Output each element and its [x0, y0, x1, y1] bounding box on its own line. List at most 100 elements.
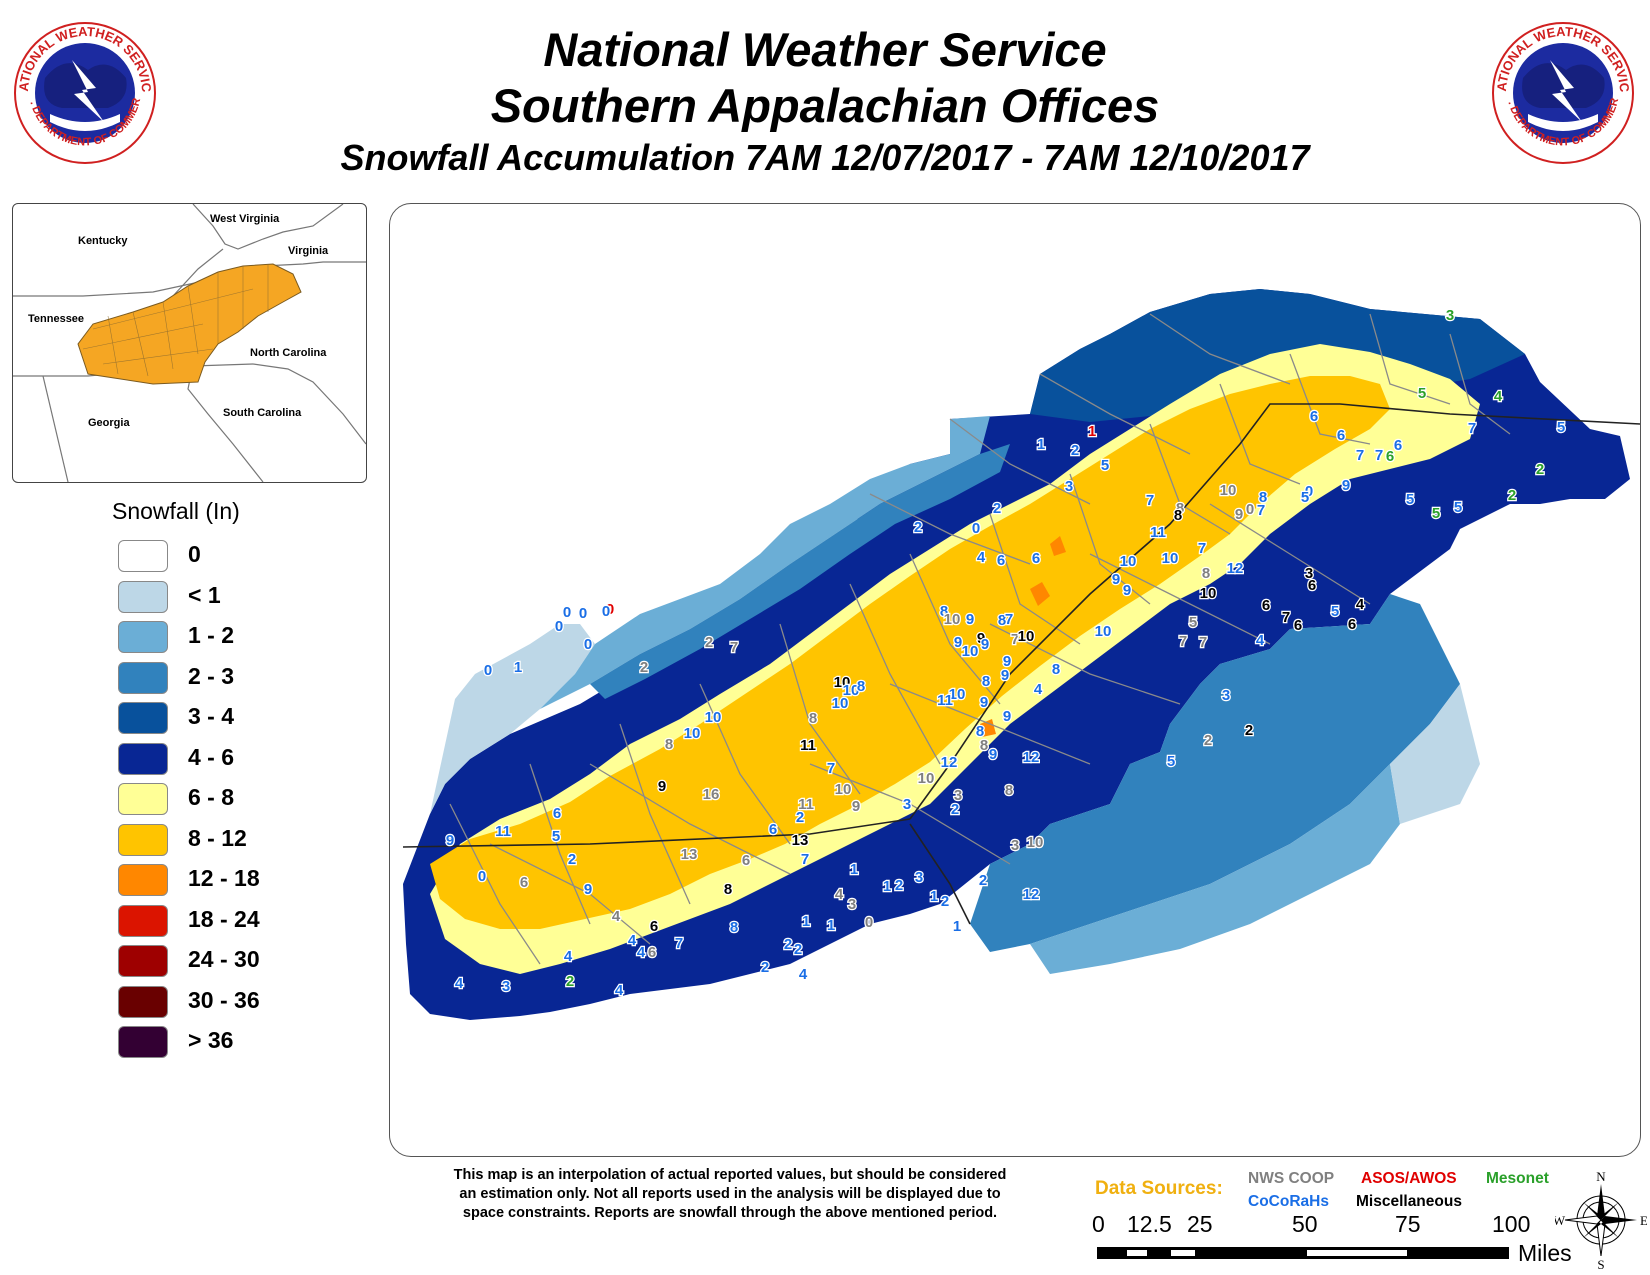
snowfall-report: 10	[684, 725, 701, 742]
snowfall-report: 2	[914, 519, 922, 536]
region-12-18-in	[1030, 582, 1050, 606]
snowfall-report: 8	[1202, 565, 1210, 582]
snowfall-report: 4	[799, 966, 808, 983]
snowfall-report: 13	[681, 846, 698, 863]
snowfall-report: 1	[514, 659, 522, 676]
snowfall-report: 1	[930, 888, 938, 905]
title-line-1: National Weather Service	[543, 23, 1107, 76]
snowfall-report: 4	[612, 908, 621, 925]
snowfall-report: 8	[980, 737, 988, 754]
snowfall-report: 4	[977, 549, 986, 566]
snowfall-report: 9	[1342, 477, 1350, 494]
region-12-18-in-b	[980, 719, 996, 737]
region-lt1-in	[430, 624, 595, 814]
snowfall-report: 10	[949, 686, 966, 703]
snowfall-report: 3	[954, 787, 962, 804]
snowfall-report: 10	[1200, 585, 1217, 602]
snowfall-report: 8	[976, 723, 984, 740]
snowfall-report: 9	[1112, 571, 1120, 588]
snowfall-report: 10	[1220, 482, 1237, 499]
snowfall-report: 8	[982, 673, 990, 690]
legend-item: 12 - 18	[118, 864, 318, 904]
snowfall-report: 9	[966, 611, 974, 628]
legend-item: 0	[118, 540, 318, 580]
snowfall-report: 0	[865, 914, 873, 931]
snowfall-report: 9	[446, 832, 454, 849]
snowfall-report: 6	[1308, 577, 1316, 594]
region-8-12-in	[430, 376, 1390, 929]
title-line-2: Southern Appalachian Offices	[490, 79, 1160, 132]
legend-item: 18 - 24	[118, 904, 318, 945]
snowfall-report: 12	[1227, 560, 1244, 577]
legend-swatch	[118, 783, 168, 815]
scale-tick-25: 25	[1187, 1211, 1213, 1237]
snowfall-report: 6	[742, 852, 750, 869]
legend-swatch	[118, 661, 168, 694]
county-borders	[449, 313, 1511, 965]
legend-swatch	[118, 742, 168, 775]
region-se-2-3-in	[970, 594, 1460, 952]
snowfall-report: 11	[1150, 524, 1166, 541]
scale-tick-100: 100	[1492, 1211, 1531, 1237]
snowfall-report: 2	[568, 851, 576, 868]
legend-label: 6 - 8	[188, 784, 235, 810]
legend-item: < 1	[118, 580, 318, 621]
svg-text:W: W	[1555, 1213, 1566, 1228]
snowfall-report: 0	[606, 601, 614, 618]
snowfall-report: 5	[1432, 505, 1440, 522]
snowfall-report: 11	[495, 823, 511, 840]
snowfall-report: 0	[478, 868, 486, 885]
snowfall-report: 4	[637, 944, 646, 961]
snowfall-report: 10	[834, 674, 851, 691]
snowfall-report: 2	[1508, 487, 1516, 504]
snowfall-report: 4	[455, 975, 464, 992]
snowfall-report: 3	[1011, 837, 1019, 854]
snowfall-report: 10	[705, 709, 722, 726]
snowfall-report: 10	[1120, 553, 1137, 570]
snowfall-report: 3	[1305, 565, 1313, 582]
snowfall-report: 8	[730, 919, 738, 936]
snowfall-report: 11	[800, 737, 816, 754]
source-miscellaneous: Miscellaneous	[1356, 1193, 1462, 1210]
source-nws-coop: NWS COOP	[1248, 1170, 1335, 1187]
legend-label: > 36	[188, 1027, 234, 1053]
snowfall-report: 2	[941, 893, 949, 910]
snowfall-report: 16	[703, 786, 720, 803]
snowfall-report: 0	[484, 662, 492, 679]
snowfall-report: 2	[796, 809, 804, 826]
snowfall-report: 12	[1023, 749, 1040, 766]
snowfall-report: 3	[502, 978, 510, 995]
legend-label: 1 - 2	[188, 622, 235, 648]
snowfall-report: 7	[1257, 502, 1265, 519]
locator-inset-map: Kentucky West Virginia Virginia Tennesse…	[12, 203, 367, 483]
snowfall-report: 1	[827, 917, 835, 934]
snowfall-report: 5	[1331, 603, 1339, 620]
snowfall-report: 7	[801, 851, 809, 868]
legend-label: 30 - 36	[188, 986, 260, 1013]
snowfall-report: 8	[998, 612, 1006, 629]
snowfall-report: 9	[1003, 708, 1011, 725]
snowfall-report: 3	[915, 869, 923, 886]
inset-label-tennessee: Tennessee	[28, 313, 84, 325]
snowfall-report: 10	[832, 695, 849, 712]
snowfall-report: 1	[1088, 423, 1096, 440]
snowfall-report: 8	[665, 736, 673, 753]
snowfall-report: 7	[1282, 609, 1290, 626]
snowfall-report: 5	[1406, 491, 1414, 508]
snowfall-report: 4	[1356, 596, 1365, 613]
snowfall-report: 5	[1101, 457, 1109, 474]
snowfall-report: 7	[1198, 540, 1206, 557]
snowfall-report: 12	[941, 754, 958, 771]
snowfall-report: 0	[563, 604, 571, 621]
snowfall-report: 5	[1454, 499, 1462, 516]
snowfall-report: 11	[937, 692, 953, 709]
snowfall-report: 2	[993, 500, 1001, 517]
snowfall-report: 8	[1052, 661, 1060, 678]
snowfall-report: 1	[953, 918, 961, 935]
state-borders	[402, 403, 1640, 925]
snowfall-report: 1	[802, 913, 810, 930]
snowfall-report: 9	[658, 778, 666, 795]
snowfall-report: 11	[798, 796, 814, 813]
snowfall-report: 1	[850, 861, 858, 878]
snowfall-report: 9	[584, 881, 592, 898]
